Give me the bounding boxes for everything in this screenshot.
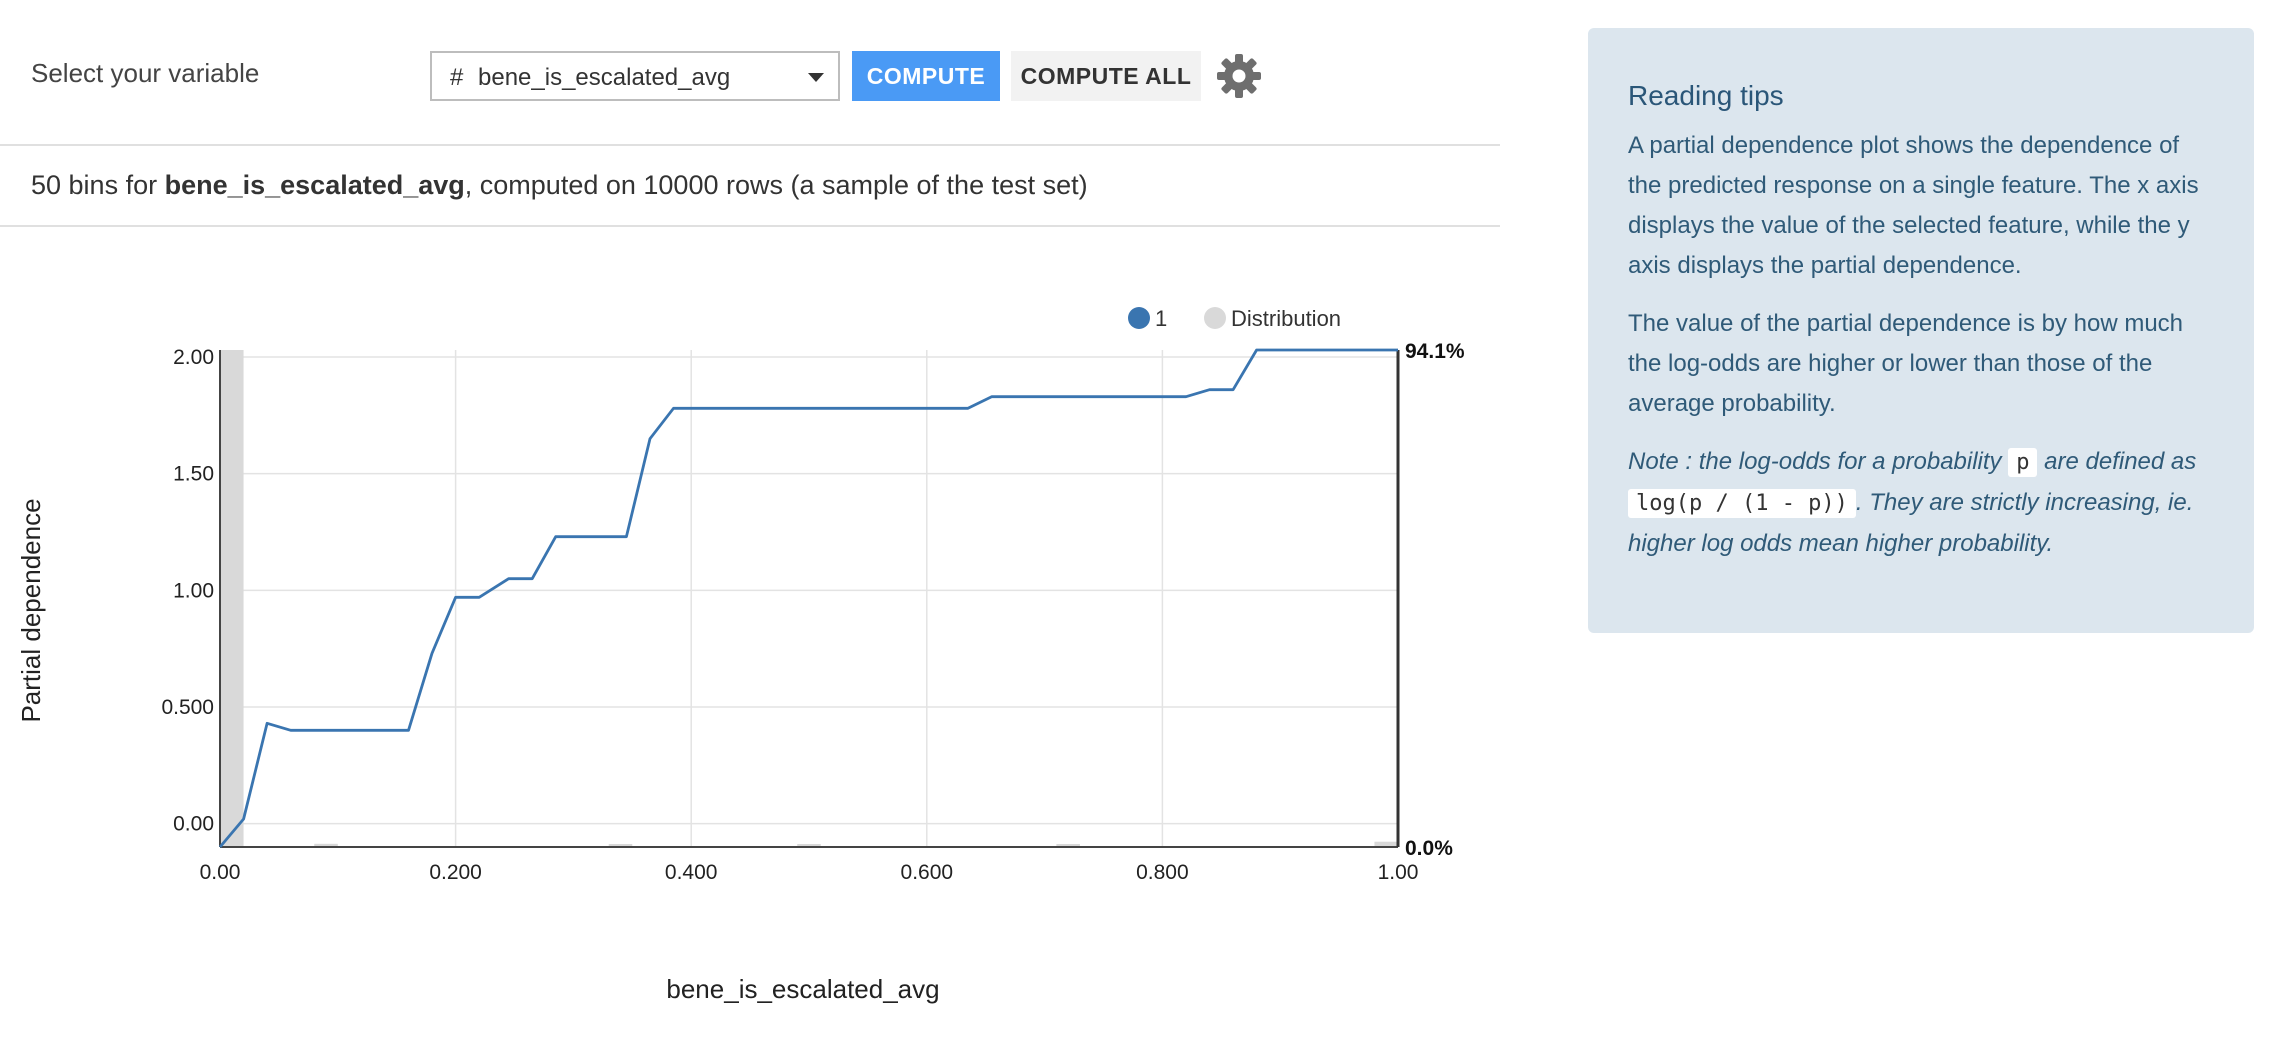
distribution-bars (220, 350, 1398, 847)
distribution-bar (314, 843, 338, 847)
reading-tips-note: Note : the log-odds for a probability p … (1628, 442, 2214, 564)
distribution-bar (1056, 844, 1080, 847)
note-text-c: . They are strictly increasing, ie. high… (1628, 489, 2194, 557)
grid (220, 350, 1398, 847)
compute-button[interactable]: COMPUTE (852, 51, 1000, 101)
reading-tips-title: Reading tips (1628, 80, 1784, 111)
reading-tips-paragraph-2: The value of the partial dependence is b… (1628, 310, 2184, 417)
note-text-b: are defined as (2037, 448, 2197, 475)
y-tick-label: 0.00 (173, 813, 214, 836)
right-axis-bottom-label: 0.0% (1405, 837, 1453, 860)
variable-select-value: bene_is_escalated_avg (478, 64, 731, 91)
summary-prefix: 50 bins for (31, 170, 165, 200)
y-axis-label: Partial dependence (16, 498, 46, 722)
toolbar: Select your variable # bene_is_escalated… (0, 0, 1500, 145)
x-tick-label: 0.600 (901, 861, 954, 884)
legend[interactable]: 1 Distribution (1128, 306, 1341, 331)
y-tick-label: 0.500 (161, 696, 214, 719)
summary-feature: bene_is_escalated_avg (164, 170, 465, 200)
distribution-bar (797, 844, 821, 847)
distribution-bar (1374, 841, 1398, 847)
x-tick-label: 1.00 (1378, 861, 1419, 884)
series-line-1 (218, 348, 1398, 848)
legend-label-1[interactable]: 1 (1155, 306, 1167, 331)
x-axis-label: bene_is_escalated_avg (666, 974, 939, 1004)
x-tick-label: 0.200 (429, 861, 482, 884)
note-text-a: Note : the log-odds for a probability (1628, 448, 2009, 475)
numeric-type-icon: # (450, 64, 464, 91)
y-tick-label: 2.00 (173, 346, 214, 369)
gear-icon[interactable] (1216, 53, 1262, 99)
y-tick-label: 1.00 (173, 579, 214, 602)
x-tick-label: 0.400 (665, 861, 718, 884)
axes (219, 350, 1400, 848)
x-tick-label: 0.800 (1136, 861, 1189, 884)
note-code-logodds: log(p / (1 - p)) (1628, 489, 1856, 518)
legend-marker-distribution[interactable] (1204, 307, 1226, 329)
distribution-bar (220, 350, 244, 847)
note-code-p: p (2008, 448, 2038, 477)
select-variable-label: Select your variable (31, 58, 260, 88)
y-tick-label: 1.50 (173, 463, 214, 486)
variable-select[interactable]: # bene_is_escalated_avg (430, 51, 840, 101)
reading-tips-panel: Reading tips A partial dependence plot s… (1588, 28, 2254, 633)
reading-tips-paragraph-1: A partial dependence plot shows the depe… (1628, 132, 2199, 279)
right-axis-top-label: 94.1% (1405, 340, 1465, 363)
caret-down-icon (808, 73, 824, 82)
partial-dependence-chart: 0.00 0.200 0.400 0.600 0.800 1.00 0.00 0.500 1.0… (16, 306, 1465, 1004)
x-tick-label: 0.00 (200, 861, 241, 884)
tick-labels: 0.00 0.200 0.400 0.600 0.800 1.00 0.00 0.500 1.0… (161, 346, 1418, 884)
bins-summary: 50 bins for bene_is_escalated_avg, compu… (31, 170, 1088, 201)
legend-marker-1[interactable] (1128, 307, 1150, 329)
summary-suffix: , computed on 10000 rows (a sample of th… (464, 170, 1088, 200)
compute-all-button[interactable]: COMPUTE ALL (1011, 51, 1201, 101)
legend-label-distribution[interactable]: Distribution (1231, 306, 1341, 331)
divider (0, 144, 1500, 146)
distribution-bar (608, 844, 633, 847)
divider (0, 225, 1500, 227)
